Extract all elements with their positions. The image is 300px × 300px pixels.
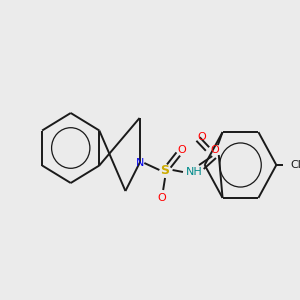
- Text: O: O: [211, 145, 219, 155]
- Text: O: O: [157, 193, 166, 203]
- Text: N: N: [135, 158, 144, 168]
- Text: Cl: Cl: [290, 160, 300, 170]
- Text: O: O: [197, 132, 206, 142]
- Text: O: O: [178, 145, 186, 155]
- Text: NH: NH: [186, 167, 203, 177]
- Text: S: S: [160, 164, 169, 176]
